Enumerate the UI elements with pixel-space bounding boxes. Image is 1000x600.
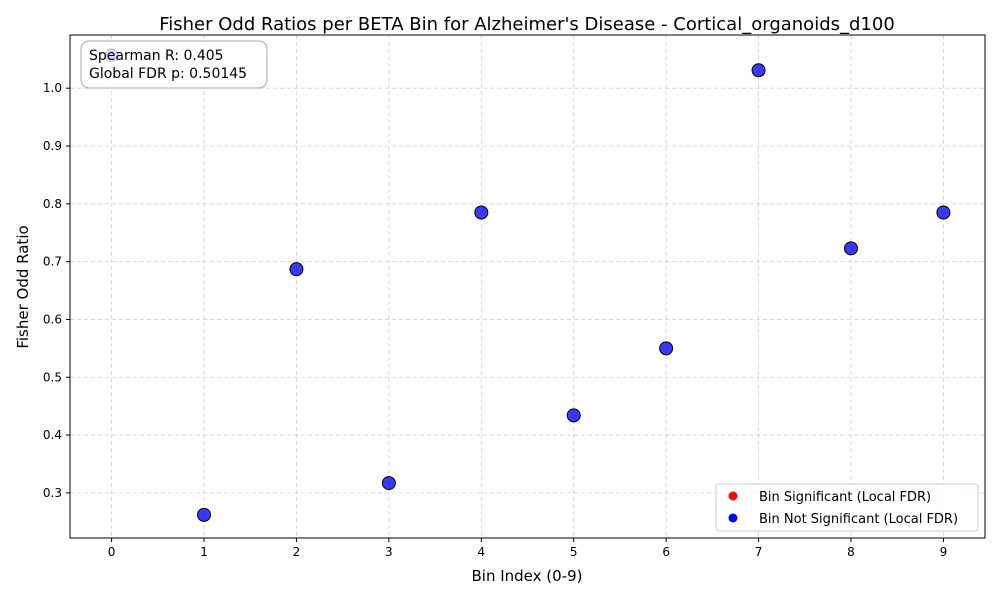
y-tick-label: 0.5	[43, 370, 62, 384]
x-tick-label: 5	[570, 545, 578, 559]
data-point	[381, 476, 396, 491]
y-tick-label: 0.6	[43, 312, 62, 326]
legend-label-not-significant: Bin Not Significant (Local FDR)	[759, 512, 958, 527]
x-axis-label: Bin Index (0-9)	[472, 567, 583, 585]
legend-marker-significant	[728, 491, 738, 501]
x-tick-label: 6	[662, 545, 670, 559]
grid-lines	[70, 35, 985, 538]
data-points	[104, 48, 951, 522]
plot-frame	[69, 34, 986, 539]
y-tick-label: 0.3	[43, 486, 62, 500]
legend: Bin Significant (Local FDR) Bin Not Sign…	[715, 483, 979, 532]
x-tick-label: 7	[755, 545, 763, 559]
stats-annotation-box	[80, 40, 268, 89]
y-tick-label: 0.8	[43, 197, 62, 211]
x-tick-label: 4	[477, 545, 485, 559]
x-tick-label: 0	[108, 545, 116, 559]
global-fdr-text: Global FDR p: 0.50145	[89, 66, 247, 82]
data-point	[566, 408, 581, 423]
legend-label-significant: Bin Significant (Local FDR)	[759, 490, 931, 505]
x-tick-label: 1	[200, 545, 208, 559]
y-tick-label: 0.9	[43, 139, 62, 153]
y-axis-label: Fisher Odd Ratio	[14, 225, 32, 348]
spearman-text: Spearman R: 0.405	[89, 48, 224, 64]
x-tick-label: 8	[847, 545, 855, 559]
stats-annotation: Spearman R: 0.405 Global FDR p: 0.50145	[80, 40, 268, 89]
y-axis-ticks: 0.3 0.4 0.5 0.6 0.7 0.8 0.9 1.0	[43, 81, 70, 500]
data-point	[289, 262, 304, 277]
legend-marker-not-significant	[728, 513, 738, 523]
x-tick-label: 2	[293, 545, 301, 559]
x-tick-label: 3	[385, 545, 393, 559]
chart-title: Fisher Odd Ratios per BETA Bin for Alzhe…	[159, 14, 895, 35]
data-point	[751, 63, 766, 78]
y-tick-label: 0.7	[43, 255, 62, 269]
data-point	[197, 507, 212, 522]
legend-box	[715, 483, 979, 532]
y-tick-label: 0.4	[43, 428, 62, 442]
data-point	[936, 205, 951, 220]
data-point	[659, 341, 674, 356]
data-point	[843, 241, 858, 256]
y-tick-label: 1.0	[43, 81, 62, 95]
data-point	[474, 205, 489, 220]
x-axis-ticks: 0 1 2 3 4 5 6 7 8 9	[108, 538, 947, 559]
x-tick-label: 9	[940, 545, 948, 559]
